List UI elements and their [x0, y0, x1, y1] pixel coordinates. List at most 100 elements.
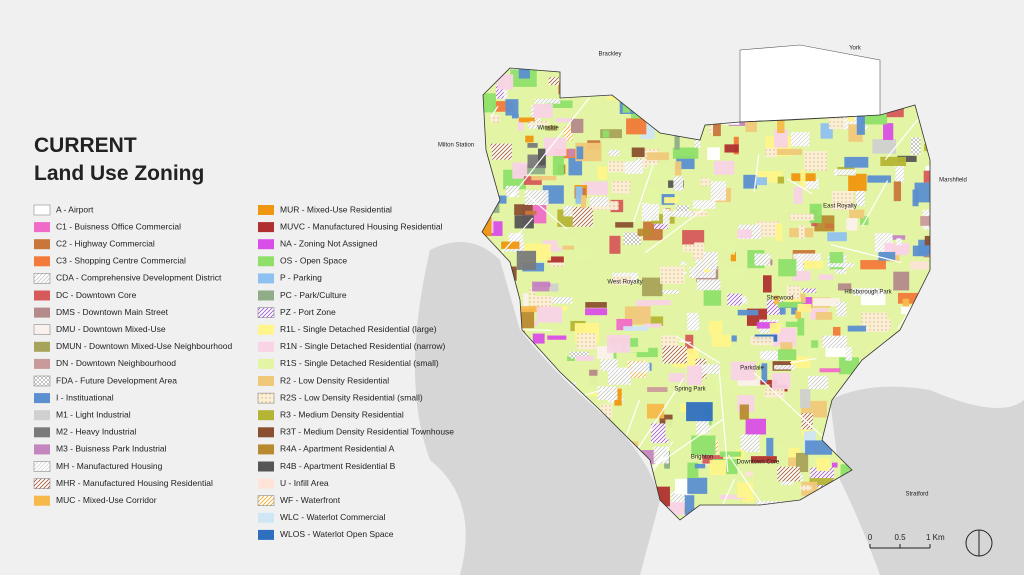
zone-block: [571, 118, 584, 133]
zone-block: [897, 155, 917, 162]
zone-block: [700, 178, 711, 187]
place-label: Milton Station: [438, 143, 474, 149]
legend-swatch: [258, 256, 274, 267]
legend-swatch: [258, 461, 274, 472]
legend-swatch: [34, 393, 50, 404]
road: [644, 197, 719, 254]
road: [718, 372, 729, 472]
legend-swatch: [257, 307, 275, 318]
zone-block: [745, 471, 754, 477]
zone-block: [775, 223, 783, 242]
legend-label: I - Instituational: [56, 392, 114, 402]
legend-swatch: [33, 273, 51, 284]
zone-block: [773, 295, 779, 305]
legend-label: MH - Manufactured Housing: [56, 461, 163, 471]
zone-block: [762, 275, 772, 293]
zone-block: [801, 413, 813, 430]
zone-block: [641, 202, 660, 221]
place-label: Winsloe: [537, 126, 559, 132]
water: [415, 242, 660, 575]
legend-label: R3 - Medium Density Residential: [280, 409, 404, 419]
zone-block: [737, 229, 752, 239]
zone-block: [816, 458, 830, 471]
legend-swatch: [33, 324, 51, 335]
zone-block: [518, 306, 540, 313]
zone-block: [687, 462, 699, 479]
zone-block: [729, 346, 737, 357]
zone-block: [847, 114, 855, 122]
zone-block: [525, 210, 537, 215]
zone-block: [631, 147, 645, 158]
zone-block: [771, 372, 791, 390]
zone-block: [860, 216, 869, 225]
zone-block: [692, 200, 716, 209]
place-labels: Brackley York Milton Station Winsloe Marshfi…: [438, 46, 967, 498]
zone-block: [691, 435, 716, 455]
zone-block: [793, 186, 803, 204]
zone-block: [697, 279, 721, 291]
legend-label: DMUN - Downtown Mixed-Use Neighbourhood: [56, 341, 232, 351]
zone-block: [777, 444, 784, 459]
zone-block: [777, 301, 803, 308]
legend-swatch: [34, 427, 50, 438]
place-label: Brighton: [691, 455, 713, 461]
zone-block: [637, 228, 653, 236]
zone-block: [797, 318, 805, 336]
north-arrow: [965, 529, 993, 557]
zone-block: [560, 306, 568, 311]
zone-block: [709, 460, 727, 476]
zone-block: [623, 326, 649, 331]
legend-swatch: [258, 205, 274, 215]
zone-block: [532, 281, 550, 292]
zone-block: [786, 285, 801, 299]
zone-block: [925, 165, 930, 175]
zone-block: [923, 170, 930, 183]
zone-block: [650, 316, 664, 326]
zone-block: [780, 342, 793, 354]
legend-swatch: [33, 375, 51, 387]
zone-block: [914, 182, 930, 203]
zone-block: [822, 335, 848, 348]
zone-block: [516, 250, 537, 270]
zone-block: [673, 176, 684, 191]
legend-label: R2S - Low Density Residential (small): [280, 392, 423, 402]
zone-block: [774, 365, 796, 370]
zone-block: [514, 215, 534, 229]
zone-block: [500, 85, 508, 100]
zone-block: [505, 185, 519, 198]
legend-swatch: [34, 444, 50, 455]
zone-block: [883, 123, 894, 140]
zone-block: [600, 403, 612, 419]
road: [787, 178, 813, 195]
legend-swatch: [258, 239, 274, 250]
zone-block: [836, 302, 847, 317]
legend-swatch: [258, 222, 274, 233]
place-label: Marshfield: [939, 178, 967, 184]
zone-block: [588, 391, 600, 397]
zone-block: [563, 206, 573, 217]
place-label: East Royalty: [823, 204, 857, 210]
zone-block: [532, 333, 545, 344]
zone-block: [525, 135, 534, 143]
zone-block: [713, 239, 730, 248]
zone-block: [809, 478, 834, 486]
zone-block: [545, 125, 557, 131]
zone-block: [692, 253, 704, 260]
zone-block: [570, 234, 579, 253]
zone-block: [800, 179, 819, 189]
zone-block: [597, 386, 618, 401]
zone-block: [626, 118, 647, 135]
zone-block: [550, 283, 559, 292]
zone-block: [619, 145, 636, 162]
zone-block: [721, 266, 746, 280]
zone-block: [651, 423, 669, 444]
zone-block: [845, 347, 852, 361]
legend: A - Airport C1 - Buisness Office Commerci…: [33, 204, 454, 540]
zone-block: [497, 74, 514, 90]
zone-block: [893, 271, 910, 291]
legend-label: R1S - Single Detached Residential (small…: [280, 358, 439, 368]
zone-block: [719, 451, 742, 457]
zone-block: [756, 322, 777, 329]
zone-block: [840, 464, 849, 482]
road: [490, 105, 499, 118]
